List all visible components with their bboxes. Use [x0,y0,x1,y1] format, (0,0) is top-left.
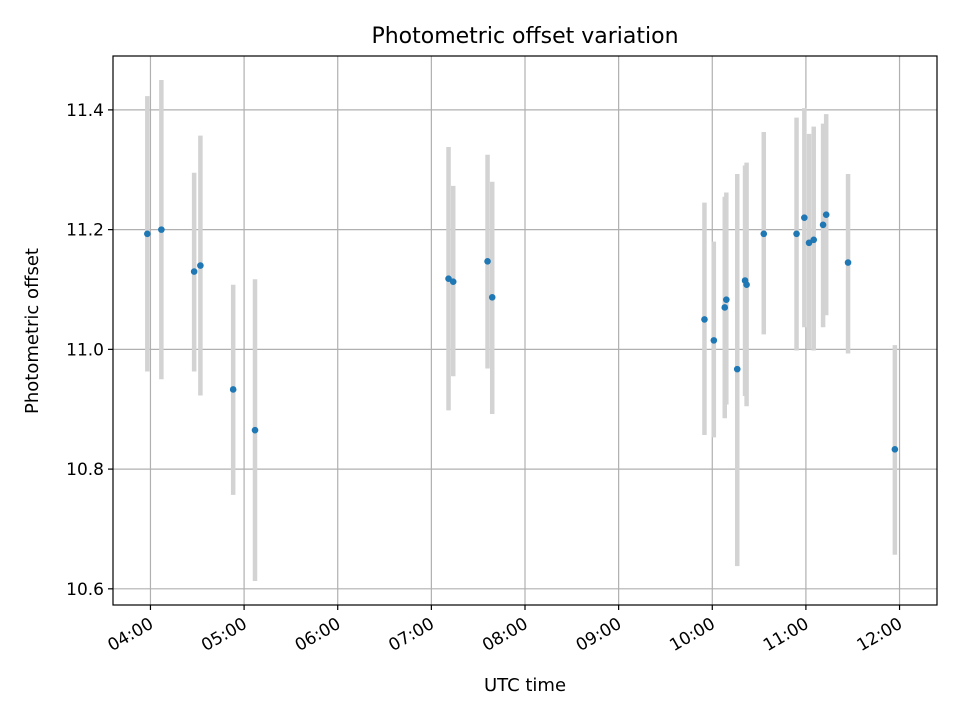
y-tick-label: 10.8 [66,460,104,480]
y-tick-label: 10.6 [66,580,104,600]
data-point [743,281,750,289]
data-point [445,275,452,283]
data-point [710,337,718,344]
y-tick-label: 11.4 [66,101,104,121]
data-point [810,236,818,244]
data-point [844,259,852,266]
data-point [488,293,496,301]
data-point [760,230,768,238]
data-point [819,221,827,229]
x-axis-label: UTC time [484,675,566,696]
data-point [805,239,813,247]
data-point [144,230,151,238]
grid [113,56,937,605]
data-point [484,258,491,265]
data-point [723,296,730,303]
y-tick-label: 11.2 [66,221,104,241]
data-point [822,211,830,218]
data-point [229,386,237,393]
data-point [801,214,808,221]
data-point [733,365,741,373]
chart-title: Photometric offset variation [371,24,678,49]
data-point [190,268,198,275]
data-point [793,230,800,238]
y-axis-ticks: 10.6 10.8 11.0 11.2 11.4 [66,101,113,600]
data-point [449,278,457,286]
y-axis-label: Photometric offset [22,248,43,414]
data-point [721,304,729,311]
data-point [158,226,165,233]
data-point [891,446,899,453]
data-points [144,211,899,453]
data-point [701,316,708,323]
y-tick-label: 11.0 [66,340,104,360]
data-point [197,262,204,269]
data-point [251,426,259,434]
